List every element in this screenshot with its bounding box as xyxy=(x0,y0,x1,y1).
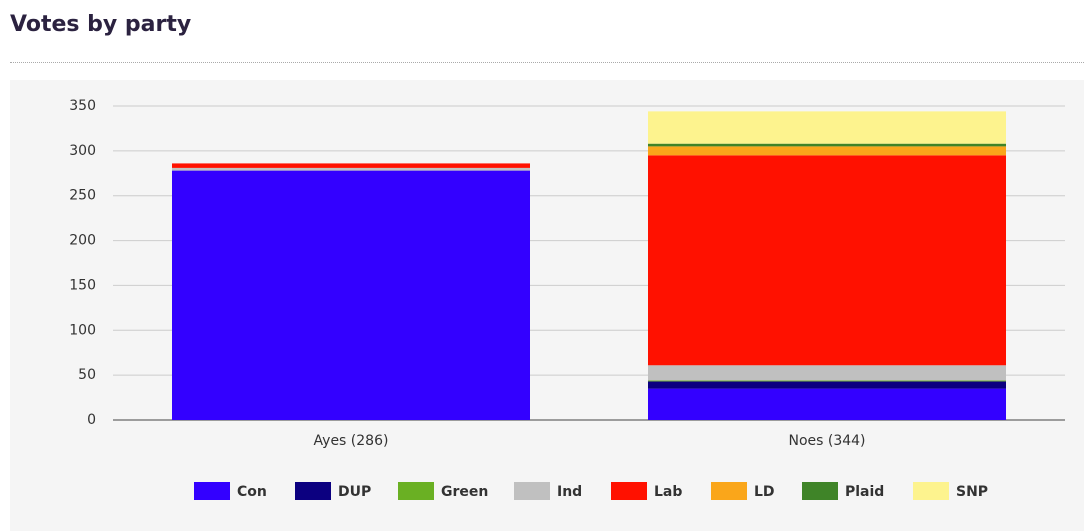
y-tick-label: 50 xyxy=(78,367,96,383)
legend-label: DUP xyxy=(338,484,371,500)
legend-swatch xyxy=(802,482,838,500)
x-tick-label: Ayes (286) xyxy=(314,433,389,449)
legend-label: Lab xyxy=(654,484,682,500)
bar-segment xyxy=(648,155,1006,366)
y-tick-label: 100 xyxy=(69,322,96,338)
chart-title: Votes by party xyxy=(10,12,192,37)
legend-label: Plaid xyxy=(845,484,884,500)
bar-segment xyxy=(648,146,1006,156)
y-tick-label: 150 xyxy=(69,277,96,293)
legend-label: Con xyxy=(237,484,267,500)
bar-segment xyxy=(172,167,530,171)
y-tick-label: 350 xyxy=(69,98,96,114)
legend-swatch xyxy=(711,482,747,500)
bar-segment xyxy=(648,380,1006,382)
bar-segment xyxy=(648,365,1006,381)
x-tick-label: Noes (344) xyxy=(788,433,865,449)
bar-segment xyxy=(172,163,530,168)
legend-swatch xyxy=(398,482,434,500)
separator xyxy=(10,62,1084,63)
legend-swatch xyxy=(611,482,647,500)
bar-segment xyxy=(648,111,1006,144)
legend-label: Green xyxy=(441,484,488,500)
bar-segment xyxy=(648,381,1006,389)
y-tick-label: 0 xyxy=(87,412,96,428)
y-tick-label: 250 xyxy=(69,188,96,204)
legend-swatch xyxy=(514,482,550,500)
legend-label: Ind xyxy=(557,484,582,500)
bar-segment xyxy=(648,388,1006,420)
legend-label: SNP xyxy=(956,484,988,500)
legend-swatch xyxy=(194,482,230,500)
legend-swatch xyxy=(913,482,949,500)
y-tick-label: 200 xyxy=(69,233,96,249)
y-tick-label: 300 xyxy=(69,143,96,159)
legend-swatch xyxy=(295,482,331,500)
bar-segment xyxy=(172,170,530,420)
legend-label: LD xyxy=(754,484,775,500)
bar-segment xyxy=(648,143,1006,147)
